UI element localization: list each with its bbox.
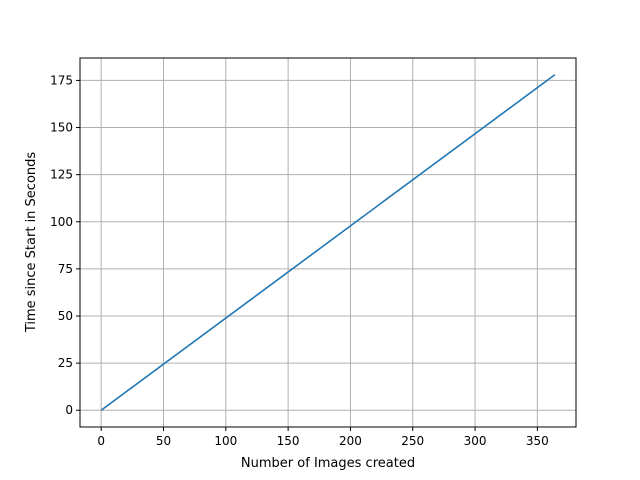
y-tick-label: 125 xyxy=(50,168,73,182)
x-tick-label: 50 xyxy=(156,434,171,448)
x-tick-label: 350 xyxy=(526,434,549,448)
x-tick-label: 250 xyxy=(401,434,424,448)
x-tick-label: 0 xyxy=(97,434,105,448)
plot-frame xyxy=(79,57,577,428)
y-tick-label: 100 xyxy=(50,215,73,229)
x-axis: 0 50 100 150 200 250 300 350 xyxy=(97,427,549,448)
x-tick-label: 100 xyxy=(214,434,237,448)
y-tick-label: 50 xyxy=(58,309,73,323)
y-tick-label: 175 xyxy=(50,73,73,87)
y-tick-label: 25 xyxy=(58,356,73,370)
y-tick-label: 75 xyxy=(58,262,73,276)
grid-lines xyxy=(80,58,576,427)
series-layer xyxy=(100,74,556,411)
y-tick-label: 0 xyxy=(65,403,73,417)
x-tick-label: 200 xyxy=(339,434,362,448)
x-tick-label: 150 xyxy=(277,434,300,448)
x-axis-label: Number of Images created xyxy=(241,456,415,471)
series-line xyxy=(100,74,556,411)
y-axis: 0 25 50 75 100 125 150 175 xyxy=(50,73,80,417)
x-tick-label: 300 xyxy=(464,434,487,448)
y-axis-label: Time since Start in Seconds xyxy=(24,152,39,334)
y-tick-label: 150 xyxy=(50,121,73,135)
